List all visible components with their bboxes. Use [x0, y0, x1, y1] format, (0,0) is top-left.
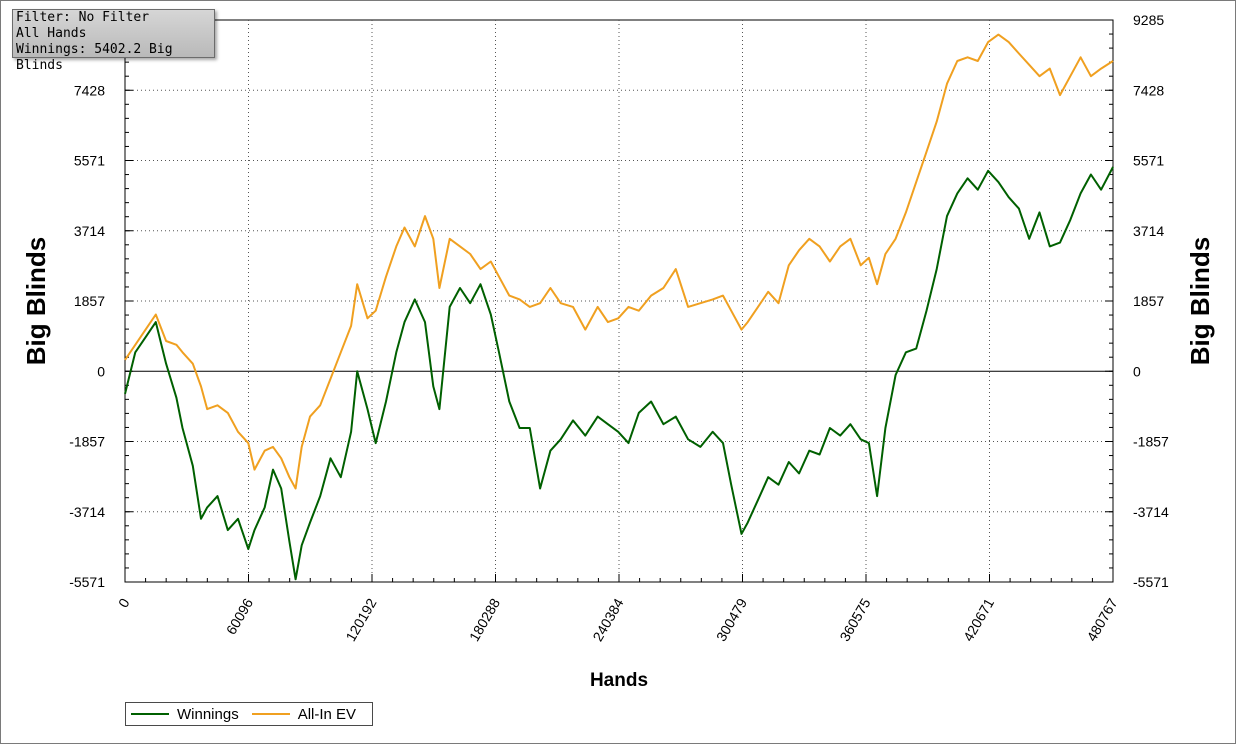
y-tick-label-right: 1857	[1133, 293, 1164, 309]
y-tick-label-right: 9285	[1133, 12, 1164, 28]
y-axis-title-left: Big Blinds	[21, 237, 51, 366]
y-tick-label-right: 5571	[1133, 153, 1164, 169]
x-tick-label: 60096	[223, 595, 256, 637]
x-tick-label: 240384	[589, 595, 626, 644]
y-tick-label-right: -3714	[1133, 504, 1169, 520]
x-tick-label: 420671	[960, 595, 997, 644]
series-layer	[124, 33, 1114, 581]
y-tick-label-left: 5571	[74, 153, 105, 169]
y-tick-label-right: 0	[1133, 363, 1141, 379]
y-tick-label-left: 1857	[74, 293, 105, 309]
x-axis-title: Hands	[590, 670, 648, 691]
y-tick-label-left: 7428	[74, 82, 105, 98]
y-axis-title-right: Big Blinds	[1185, 237, 1215, 366]
legend-swatch-allin-ev	[251, 713, 290, 715]
y-tick-label-left: -1857	[69, 434, 105, 450]
grid-layer	[125, 20, 1113, 582]
series-line-allin-ev	[124, 33, 1114, 490]
filter-info-box: Filter: No Filter All Hands Winnings: 54…	[12, 9, 215, 73]
legend-label-winnings: Winnings	[177, 705, 239, 723]
x-tick-label: 180288	[466, 595, 503, 644]
series-line-winnings	[124, 166, 1114, 581]
x-tick-label: 300479	[713, 595, 750, 644]
filter-label: Filter: No Filter	[16, 10, 150, 25]
minor-ticks-layer	[124, 19, 1114, 583]
y-tick-label-right: 3714	[1133, 223, 1164, 239]
hands-label: All Hands	[16, 26, 87, 41]
y-tick-label-right: -1857	[1133, 434, 1169, 450]
x-tick-label: 120192	[342, 595, 379, 644]
legend-item-allin-ev: All-In EV	[251, 705, 357, 723]
legend-label-allin-ev: All-In EV	[297, 705, 357, 723]
winnings-label: Winnings: 5402.2 Big Blinds	[16, 42, 173, 73]
x-tick-label: 360575	[836, 595, 873, 644]
legend-swatch-winnings	[131, 713, 169, 715]
x-tick-label: 480767	[1083, 595, 1120, 644]
y-tick-label-left: -5571	[69, 574, 105, 590]
y-tick-label-left: 0	[97, 363, 105, 379]
legend: Winnings All-In EV	[125, 702, 373, 726]
y-tick-label-left: -3714	[69, 504, 105, 520]
y-tick-label-right: 7428	[1133, 82, 1164, 98]
y-tick-label-right: -5571	[1133, 574, 1169, 590]
y-tick-label-left: 3714	[74, 223, 105, 239]
x-tick-label: 0	[115, 595, 133, 610]
legend-item-winnings: Winnings	[131, 706, 239, 723]
